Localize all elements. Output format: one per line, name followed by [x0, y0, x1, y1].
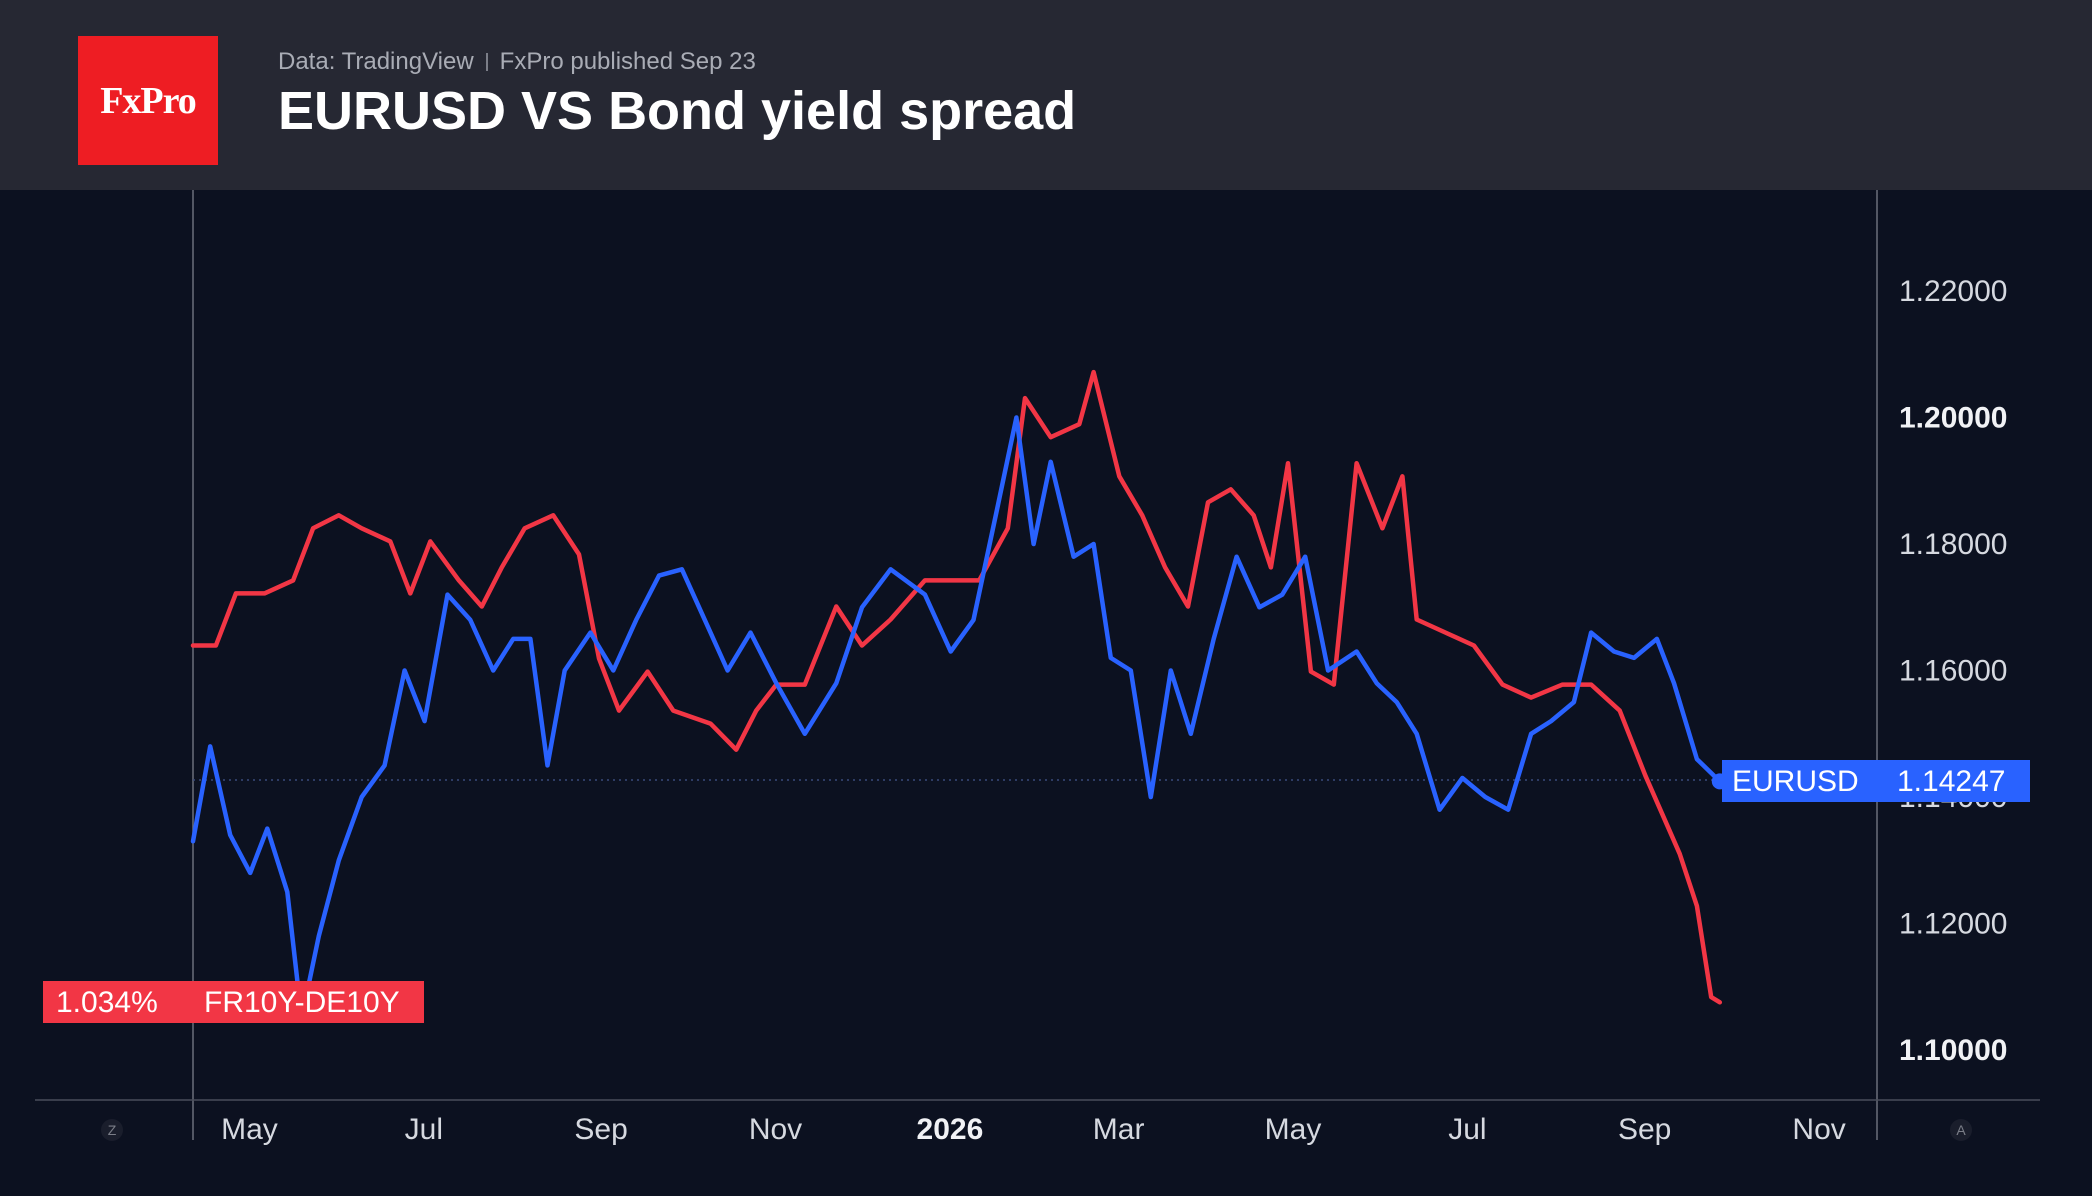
auto-scale-button[interactable] [1950, 1119, 1972, 1141]
spread-tag-name: FR10Y-DE10Y [204, 986, 400, 1019]
right-tick-label: 1.10000 [1899, 1034, 2007, 1067]
published-date: FxPro published Sep 23 [499, 48, 756, 75]
x-axis-ticks: May Jul Sep Nov 2026 Mar May Jul Sep Nov [221, 1113, 1846, 1146]
eurusd-tag-value: 1.14247 [1897, 765, 2005, 798]
fxpro-logo: FxPro [78, 36, 218, 165]
right-axis-ticks: 1.220001.200001.180001.160001.140001.120… [1899, 275, 2007, 1067]
spread-tag-value: 1.034% [56, 986, 158, 1019]
left-scale-button[interactable] [101, 1119, 123, 1141]
chart-title: EURUSD VS Bond yield spread [278, 81, 1077, 141]
right-tick-label: 1.18000 [1899, 528, 2007, 561]
x-tick-label: May [221, 1113, 278, 1146]
spread-price-tag: 1.034% FR10Y-DE10Y [43, 981, 424, 1023]
x-tick-label: Sep [1618, 1113, 1671, 1146]
chart-subtitle: Data: TradingView FxPro published Sep 23 [278, 48, 756, 76]
left-scale-label: Z [108, 1122, 117, 1138]
eurusd-price-tag: EURUSD 1.14247 [1722, 760, 2030, 802]
x-tick-label: Nov [749, 1113, 802, 1146]
right-tick-label: 1.22000 [1899, 275, 2007, 308]
auto-scale-label: A [1956, 1122, 1966, 1138]
separator [485, 53, 488, 71]
data-source: Data: TradingView [278, 48, 474, 75]
eurusd-series-line [190, 415, 1723, 1021]
x-tick-label: Nov [1792, 1113, 1845, 1146]
eurusd-tag-name: EURUSD [1732, 765, 1859, 798]
x-tick-label: Sep [574, 1113, 627, 1146]
x-tick-label: 2026 [917, 1113, 984, 1146]
spread-series-line [190, 369, 1723, 1005]
x-tick-label: May [1265, 1113, 1322, 1146]
right-tick-label: 1.16000 [1899, 655, 2007, 688]
chart-header: FxPro Data: TradingView FxPro published S… [0, 0, 2092, 190]
right-tick-label: 1.20000 [1899, 402, 2007, 435]
x-tick-label: Jul [1448, 1113, 1486, 1146]
chart-area[interactable]: 0.500%0.600%0.700%0.800%0.900%1.000% 1.2… [0, 190, 2092, 1196]
x-tick-label: Mar [1093, 1113, 1145, 1146]
x-tick-label: Jul [405, 1113, 443, 1146]
right-tick-label: 1.12000 [1899, 908, 2007, 941]
